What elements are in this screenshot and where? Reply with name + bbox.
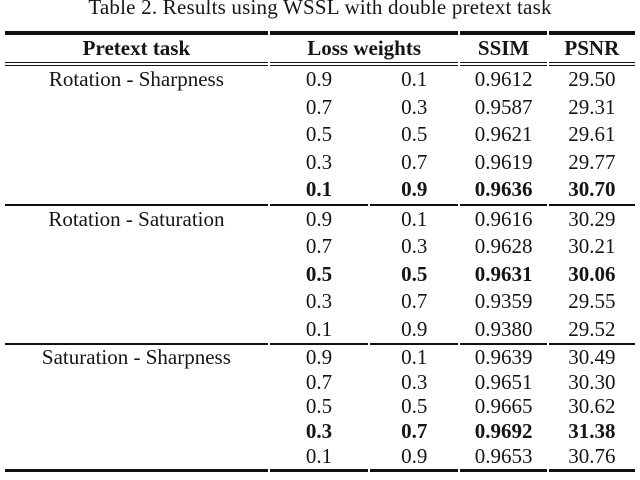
loss-weight-1-cell: 0.5 <box>305 122 333 147</box>
psnr-value-cell: 30.06 <box>568 261 616 286</box>
ssim-value-cell: 0.9616 <box>460 203 547 234</box>
header-psnr: PSNR <box>548 31 635 66</box>
pretext-task-cell <box>5 261 268 289</box>
loss-weight-2-cell: 0.9 <box>370 444 459 472</box>
psnr-value-cell: 29.31 <box>568 94 616 119</box>
loss-weight-2-cell: 0.1 <box>401 67 428 92</box>
table-row: Saturation - Sharpness 0.9 0.1 0.9639 30.49 <box>5 343 635 370</box>
psnr-value-cell: 30.62 <box>568 394 616 419</box>
table-row: 0.5 0.5 0.9631 30.06 <box>5 261 635 289</box>
table-row: 0.3 0.7 0.9359 29.55 <box>5 288 635 316</box>
header-ssim: SSIM <box>460 31 547 66</box>
loss-weight-2-cell: 0.9 <box>401 316 428 341</box>
loss-weight-2-cell: 0.1 <box>370 343 459 370</box>
pretext-task-cell <box>5 370 268 395</box>
table-body: Rotation - Sharpness 0.9 0.1 0.9612 29.50 0.7… <box>5 66 635 472</box>
table-row: 0.5 0.5 0.9665 30.62 <box>5 395 635 420</box>
psnr-value-cell: 30.21 <box>568 234 616 259</box>
ssim-value-cell: 0.9628 <box>474 234 533 259</box>
psnr-value-cell: 30.30 <box>568 369 616 394</box>
ssim-value-cell: 0.9619 <box>474 149 533 174</box>
loss-weight-1-cell: 0.9 <box>269 343 369 370</box>
pretext-task-cell <box>5 176 268 204</box>
loss-weight-1-cell: 0.3 <box>305 419 333 444</box>
loss-weight-1-cell: 0.3 <box>305 149 333 174</box>
pretext-task-cell <box>5 121 268 149</box>
psnr-value-cell: 29.77 <box>568 149 616 174</box>
pretext-task-cell <box>5 395 268 420</box>
table-caption: Table 2. Results using WSSL with double … <box>88 0 552 19</box>
table-row: Rotation - Saturation 0.9 0.1 0.9616 30.29 <box>5 203 635 234</box>
table-row: 0.7 0.3 0.9651 30.30 <box>5 370 635 395</box>
table-row: 0.7 0.3 0.9587 29.31 <box>5 94 635 122</box>
pretext-task-cell: Saturation - Sharpness <box>5 343 268 370</box>
loss-weight-1-cell: 0.7 <box>305 234 333 259</box>
pretext-task-cell <box>5 419 268 444</box>
pretext-task-cell: Rotation - Sharpness <box>48 67 224 92</box>
loss-weight-1-cell: 0.1 <box>269 444 369 472</box>
table-row: 0.1 0.9 0.9636 30.70 <box>5 176 635 204</box>
table-row: 0.3 0.7 0.9619 29.77 <box>5 149 635 177</box>
psnr-value-cell: 29.61 <box>568 122 616 147</box>
loss-weight-1-cell: 0.5 <box>305 261 333 286</box>
loss-weight-2-cell: 0.7 <box>401 289 428 314</box>
loss-weight-1-cell: 0.7 <box>305 369 333 394</box>
loss-weight-2-cell: 0.9 <box>401 177 428 202</box>
table-row: 0.7 0.3 0.9628 30.21 <box>5 233 635 261</box>
loss-weight-2-cell: 0.5 <box>401 394 428 419</box>
table-row: 0.1 0.9 0.9653 30.76 <box>5 444 635 472</box>
loss-weight-2-cell: 0.3 <box>401 234 428 259</box>
table-header-row: Pretext task Loss weights SSIM PSNR <box>5 31 635 66</box>
ssim-value-cell: 0.9692 <box>474 419 533 444</box>
pretext-task-cell <box>5 233 268 261</box>
ssim-value-cell: 0.9612 <box>474 67 533 92</box>
loss-weight-2-cell: 0.5 <box>401 122 428 147</box>
psnr-value-cell: 31.38 <box>568 419 616 444</box>
loss-weight-2-cell: 0.5 <box>401 261 428 286</box>
ssim-value-cell: 0.9631 <box>474 261 533 286</box>
pretext-task-cell <box>5 94 268 122</box>
results-table: Pretext task Loss weights SSIM PSNR Rota… <box>3 31 637 472</box>
ssim-value-cell: 0.9359 <box>474 289 533 314</box>
psnr-value-cell: 29.55 <box>568 289 616 314</box>
ssim-value-cell: 0.9380 <box>474 316 533 341</box>
header-loss-weights: Loss weights <box>269 31 459 66</box>
loss-weight-2-cell: 0.3 <box>401 94 428 119</box>
ssim-value-cell: 0.9651 <box>474 369 533 394</box>
psnr-value-cell: 30.70 <box>568 177 616 202</box>
pretext-task-cell: Rotation - Saturation <box>5 203 268 234</box>
pretext-task-cell <box>5 288 268 316</box>
loss-weight-2-cell: 0.3 <box>401 369 428 394</box>
loss-weight-1-cell: 0.5 <box>305 394 333 419</box>
psnr-value-cell: 30.29 <box>548 203 635 234</box>
loss-weight-1-cell: 0.3 <box>305 289 333 314</box>
header-pretext-task: Pretext task <box>5 31 268 66</box>
pretext-task-cell <box>5 444 268 472</box>
loss-weight-2-cell: 0.7 <box>401 149 428 174</box>
loss-weight-1-cell: 0.1 <box>305 316 333 341</box>
pretext-task-cell <box>5 149 268 177</box>
ssim-value-cell: 0.9665 <box>474 394 533 419</box>
loss-weight-1-cell: 0.7 <box>305 94 333 119</box>
psnr-value-cell: 29.50 <box>568 67 616 92</box>
loss-weight-1-cell: 0.9 <box>269 203 369 234</box>
psnr-value-cell: 29.52 <box>568 316 616 341</box>
loss-weight-1-cell: 0.9 <box>305 67 333 92</box>
table-row: 0.3 0.7 0.9692 31.38 <box>5 419 635 444</box>
loss-weight-2-cell: 0.7 <box>401 419 428 444</box>
ssim-value-cell: 0.9621 <box>474 122 533 147</box>
table-row: 0.5 0.5 0.9621 29.61 <box>5 121 635 149</box>
loss-weight-1-cell: 0.1 <box>305 177 333 202</box>
table-row: 0.1 0.9 0.9380 29.52 <box>5 316 635 344</box>
loss-weight-2-cell: 0.1 <box>370 203 459 234</box>
ssim-value-cell: 0.9653 <box>460 444 547 472</box>
ssim-value-cell: 0.9587 <box>474 94 533 119</box>
psnr-value-cell: 30.49 <box>548 343 635 370</box>
psnr-value-cell: 30.76 <box>548 444 635 472</box>
ssim-value-cell: 0.9636 <box>474 177 533 202</box>
table-row: Rotation - Sharpness 0.9 0.1 0.9612 29.50 <box>5 66 635 94</box>
pretext-task-cell <box>5 316 268 344</box>
ssim-value-cell: 0.9639 <box>460 343 547 370</box>
